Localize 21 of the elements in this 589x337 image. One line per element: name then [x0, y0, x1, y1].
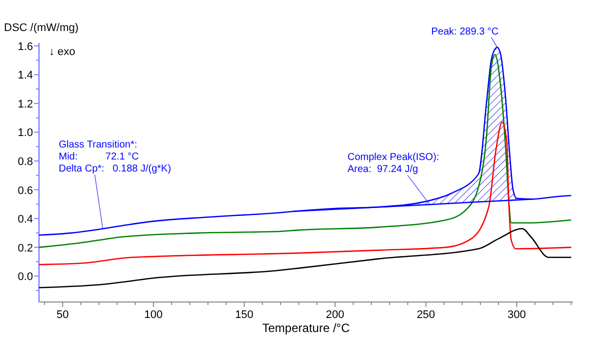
y-tick-label: 1.4 [18, 70, 33, 82]
x-tick-label: 150 [235, 309, 254, 321]
annotation: ↓ exo [49, 46, 76, 58]
y-tick-label: 1.0 [18, 127, 33, 140]
x-tick-label: 300 [508, 309, 526, 321]
y-tick-label: 0.2 [18, 242, 33, 254]
x-axis-title: Temperature /°C [262, 321, 350, 335]
x-tick-label: 200 [326, 309, 344, 321]
x-tick-label: 50 [56, 309, 69, 321]
y-tick-label: 0.0 [18, 271, 33, 284]
x-tick-label: 250 [416, 309, 436, 321]
y-tick-label: 1.2 [18, 98, 33, 110]
y-tick-label: 1.6 [18, 40, 33, 53]
annotation: Peak: 289.3 °C [431, 26, 499, 38]
annotation: Glass Transition*: Mid: 72.1 °C Delta Cp*: 0.188 J/(g*K) [58, 140, 172, 175]
y-tick-label: 0.4 [18, 214, 33, 226]
annotation: Complex Peak(ISO): Area: 97.24 J/g [348, 152, 440, 176]
x-tick-label: 100 [144, 309, 163, 321]
y-tick-label: 0.6 [18, 184, 33, 197]
y-tick-label: 0.8 [18, 156, 33, 168]
y-axis-title: DSC /(mW/mg) [4, 22, 79, 34]
